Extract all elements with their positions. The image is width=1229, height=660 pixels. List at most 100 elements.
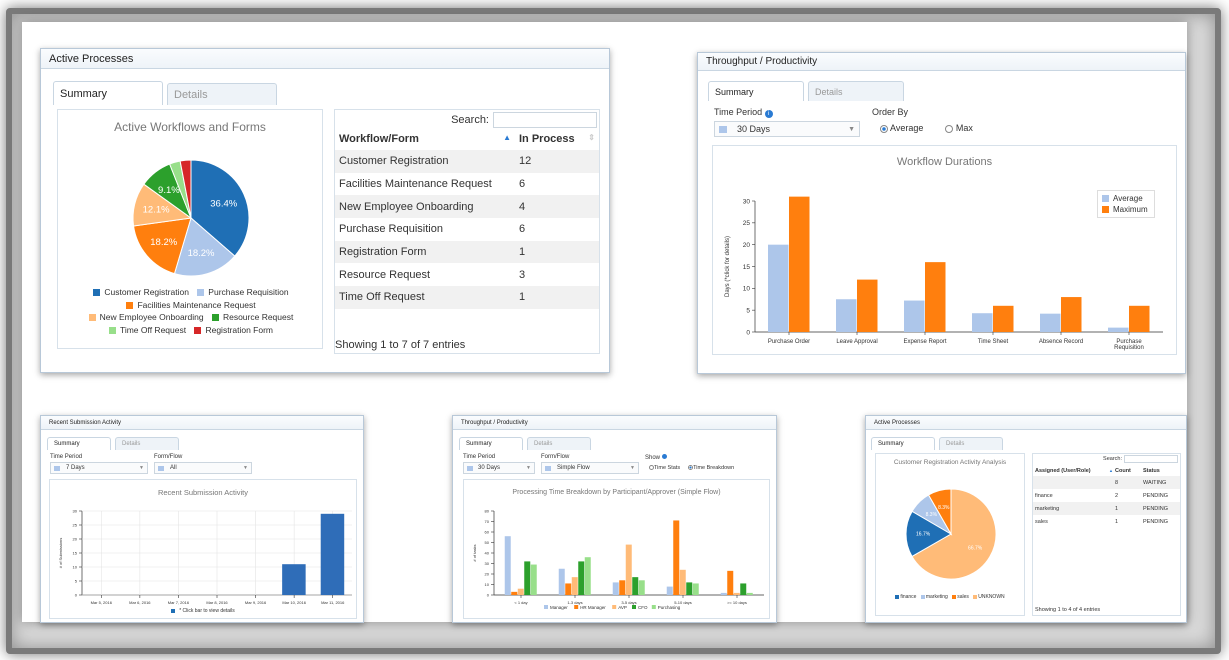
y-tick-label: 15 <box>73 550 78 555</box>
workflow-name-cell: Purchase Requisition <box>339 223 443 236</box>
col-assigned[interactable]: Assigned (User/Role) ▲ <box>1035 467 1113 474</box>
tab-summary[interactable]: Summary <box>47 437 111 450</box>
table-row[interactable]: sales 1 PENDING <box>1033 515 1180 528</box>
legend-swatch <box>574 605 579 609</box>
radio-time-breakdown[interactable]: Time Breakdown <box>688 465 734 471</box>
table-row[interactable]: Purchase Requisition 6 <box>335 218 599 241</box>
tab-summary[interactable]: Summary <box>871 437 935 450</box>
slice-label: 18.2% <box>150 237 177 248</box>
tab-details[interactable]: Details <box>167 83 277 105</box>
bar <box>625 544 632 595</box>
bar <box>1061 297 1082 332</box>
tab-details[interactable]: Details <box>115 437 179 450</box>
tab-summary[interactable]: Summary <box>53 81 163 105</box>
legend-swatch <box>651 605 656 609</box>
pie-slice <box>173 217 236 277</box>
x-tick-label: Absence Record <box>1039 339 1083 345</box>
tab-details[interactable]: Details <box>527 437 591 450</box>
workflow-name-cell: Customer Registration <box>339 155 449 168</box>
panel-title: Throughput / Productivity <box>461 419 528 426</box>
table-row[interactable]: Registration Form 1 <box>335 240 599 264</box>
x-tick-label: Expense Report <box>903 339 946 345</box>
radio-max[interactable]: Max <box>945 123 973 133</box>
form-flow-label: Form/Flow <box>541 454 570 460</box>
slice-label: 8.3% <box>938 505 950 511</box>
x-tick-label: Mar 7, 2016 <box>168 600 190 605</box>
table-row[interactable]: Facilities Maintenance Request 6 <box>335 172 599 196</box>
workflow-name-cell: Time Off Request <box>339 291 425 304</box>
radio-average[interactable]: Average <box>880 123 923 133</box>
radio-time-stats[interactable]: Time Stats <box>649 465 680 471</box>
y-tick-label: 70 <box>485 519 490 524</box>
legend-label: AVP <box>618 605 627 610</box>
time-period-label: Time Period <box>463 454 496 460</box>
table-row[interactable]: New Employee Onboarding 4 <box>335 195 599 219</box>
tab-summary[interactable]: Summary <box>708 81 804 101</box>
sort-asc-icon: ▲ <box>503 133 511 142</box>
pie-slice <box>132 217 192 275</box>
legend-item: Maximum <box>1102 204 1150 215</box>
search-input[interactable] <box>1124 455 1178 463</box>
x-tick-label: Mar 6, 2016 <box>129 600 151 605</box>
legend-item: UNKNOWN <box>973 594 1005 600</box>
submission-bar-chart: 0 5 10 15 20 25 30 Mar 5, 2016 Mar 6, 2016 Mar 7,… <box>58 508 352 605</box>
tab-summary[interactable]: Summary <box>459 437 523 450</box>
slice-label: 8.3% <box>926 512 938 518</box>
time-period-select[interactable]: 30 Days ▼ <box>463 462 535 474</box>
chevron-down-icon: ▼ <box>139 465 144 471</box>
table-row[interactable]: marketing 1 PENDING <box>1033 502 1180 515</box>
col-count[interactable]: Count <box>1115 467 1131 474</box>
search-input[interactable] <box>493 112 597 128</box>
legend-item: Purchase Requisition <box>197 287 289 297</box>
y-tick-label: 5 <box>746 307 750 314</box>
workflow-table: Workflow/Form ▲ In Process ⇕ Customer Regi… <box>335 128 599 309</box>
bar <box>571 577 578 595</box>
calendar-icon <box>158 465 164 471</box>
y-tick-label: 60 <box>485 529 490 534</box>
table-row[interactable]: 8 WAITING <box>1033 476 1180 489</box>
bar <box>530 564 537 595</box>
y-tick-label: 0 <box>487 592 490 597</box>
legend-item: Registration Form <box>194 325 273 335</box>
x-tick-label: Purchase Order <box>768 339 810 345</box>
in-process-cell: 12 <box>519 155 532 168</box>
bar <box>612 582 619 595</box>
time-period-select[interactable]: 30 Days ▼ <box>714 121 860 137</box>
tab-details[interactable]: Details <box>939 437 1003 450</box>
table-row[interactable]: Resource Request 3 <box>335 263 599 287</box>
show-options: Time Stats Time Breakdown <box>649 465 734 471</box>
table-row[interactable]: Time Off Request 1 <box>335 286 599 309</box>
time-period-select[interactable]: 7 Days ▼ <box>50 462 148 474</box>
table-footer: Showing 1 to 7 of 7 entries <box>335 339 466 351</box>
bar <box>1129 305 1150 332</box>
legend-item: Time Off Request <box>108 325 186 335</box>
bar <box>632 577 639 595</box>
y-axis-label: # of Submissions <box>58 538 63 568</box>
table-row[interactable]: Customer Registration 12 <box>335 150 599 173</box>
processing-chart-area: Processing Time Breakdown by Participant… <box>463 479 770 619</box>
bar <box>925 262 946 332</box>
col-in-process[interactable]: In Process ⇕ <box>519 133 595 145</box>
bar <box>692 583 699 595</box>
chevron-down-icon: ▼ <box>526 465 531 471</box>
calendar-icon <box>54 465 60 471</box>
chevron-down-icon: ▼ <box>630 465 635 471</box>
order-by-label: Order By <box>872 107 909 117</box>
form-flow-select[interactable]: All ▼ <box>154 462 252 474</box>
col-workflow-form[interactable]: Workflow/Form ▲ <box>339 133 511 145</box>
tab-details[interactable]: Details <box>808 81 904 101</box>
bar <box>727 570 734 595</box>
bar <box>517 588 524 595</box>
x-tick-label: Mar 9, 2016 <box>245 600 267 605</box>
x-tick-label: 1-3 days <box>567 600 582 605</box>
pie-slice <box>911 488 997 580</box>
table-row[interactable]: finance 2 PENDING <box>1033 489 1180 502</box>
count-cell: 1 <box>1115 518 1119 525</box>
workflow-name-cell: New Employee Onboarding <box>339 200 474 213</box>
y-tick-label: 20 <box>485 571 490 576</box>
col-status[interactable]: Status <box>1143 467 1160 474</box>
y-tick-label: 30 <box>485 561 490 566</box>
y-tick-label: 0 <box>746 329 750 336</box>
bar <box>1108 327 1129 332</box>
form-flow-select[interactable]: Simple Flow ▼ <box>541 462 639 474</box>
